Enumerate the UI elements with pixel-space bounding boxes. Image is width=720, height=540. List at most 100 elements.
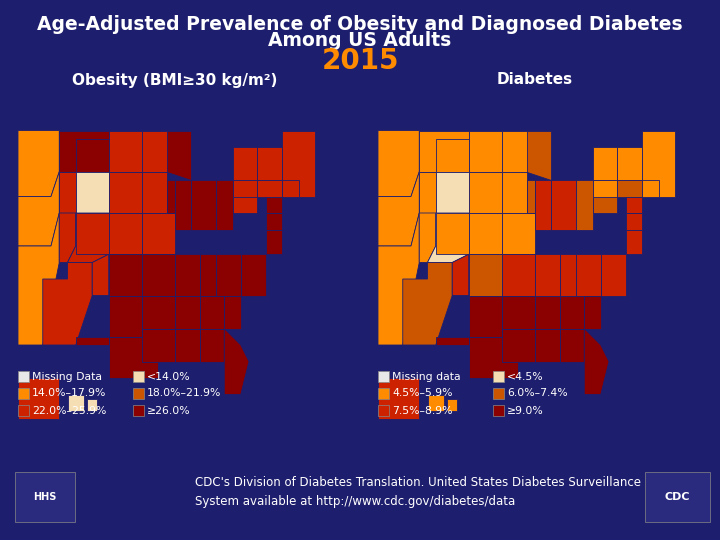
- Text: 6.0%–7.4%: 6.0%–7.4%: [507, 388, 567, 399]
- Polygon shape: [419, 131, 469, 172]
- Polygon shape: [175, 328, 199, 361]
- Polygon shape: [378, 172, 419, 246]
- Text: Missing data: Missing data: [392, 372, 461, 381]
- Text: 4.5%–5.9%: 4.5%–5.9%: [392, 388, 452, 399]
- Polygon shape: [59, 131, 109, 172]
- Polygon shape: [419, 172, 436, 213]
- Polygon shape: [502, 328, 535, 361]
- Polygon shape: [240, 254, 266, 295]
- Polygon shape: [469, 172, 502, 213]
- Polygon shape: [109, 131, 142, 172]
- Polygon shape: [199, 328, 224, 361]
- Polygon shape: [378, 131, 419, 197]
- Polygon shape: [378, 378, 419, 419]
- Polygon shape: [535, 180, 552, 230]
- Text: 2015: 2015: [321, 47, 399, 75]
- FancyBboxPatch shape: [378, 388, 389, 399]
- Text: ≥9.0%: ≥9.0%: [507, 406, 544, 415]
- Polygon shape: [233, 147, 257, 180]
- Polygon shape: [109, 254, 142, 295]
- FancyBboxPatch shape: [133, 388, 144, 399]
- Polygon shape: [626, 213, 642, 230]
- Polygon shape: [109, 295, 142, 337]
- Polygon shape: [402, 262, 452, 345]
- Text: <4.5%: <4.5%: [507, 372, 544, 381]
- Text: CDC's Division of Diabetes Translation. United States Diabetes Surveillance
Syst: CDC's Division of Diabetes Translation. …: [195, 476, 641, 508]
- FancyBboxPatch shape: [133, 405, 144, 416]
- Polygon shape: [502, 295, 535, 328]
- Polygon shape: [452, 254, 469, 295]
- Polygon shape: [216, 254, 240, 295]
- Polygon shape: [436, 172, 469, 213]
- Polygon shape: [502, 213, 535, 254]
- Polygon shape: [257, 180, 282, 197]
- FancyBboxPatch shape: [493, 388, 504, 399]
- Polygon shape: [142, 172, 166, 213]
- Polygon shape: [502, 131, 535, 172]
- Polygon shape: [68, 395, 84, 411]
- Polygon shape: [18, 213, 59, 345]
- Polygon shape: [428, 213, 469, 262]
- Polygon shape: [469, 337, 518, 378]
- Polygon shape: [447, 400, 457, 411]
- Polygon shape: [109, 172, 142, 213]
- Polygon shape: [76, 139, 109, 172]
- Polygon shape: [593, 147, 617, 180]
- Text: Among US Adults: Among US Adults: [269, 31, 451, 51]
- FancyBboxPatch shape: [18, 388, 29, 399]
- Polygon shape: [257, 147, 282, 180]
- Polygon shape: [175, 295, 199, 328]
- Polygon shape: [642, 180, 659, 197]
- Polygon shape: [59, 172, 76, 213]
- FancyBboxPatch shape: [18, 405, 29, 416]
- Polygon shape: [626, 230, 642, 254]
- Polygon shape: [216, 180, 233, 230]
- Polygon shape: [419, 213, 436, 262]
- Polygon shape: [18, 131, 59, 197]
- FancyBboxPatch shape: [378, 371, 389, 382]
- Polygon shape: [436, 337, 518, 353]
- Polygon shape: [436, 213, 469, 254]
- Text: 18.0%–21.9%: 18.0%–21.9%: [147, 388, 221, 399]
- Polygon shape: [559, 295, 584, 328]
- Polygon shape: [584, 328, 609, 395]
- Polygon shape: [92, 254, 109, 295]
- Polygon shape: [593, 164, 617, 213]
- Text: Age-Adjusted Prevalence of Obesity and Diagnosed Diabetes: Age-Adjusted Prevalence of Obesity and D…: [37, 15, 683, 33]
- Polygon shape: [576, 254, 600, 295]
- Text: Obesity (BMI≥30 kg/m²): Obesity (BMI≥30 kg/m²): [72, 72, 278, 87]
- Polygon shape: [18, 172, 59, 246]
- Text: HHS: HHS: [33, 492, 57, 502]
- Polygon shape: [502, 172, 526, 213]
- Polygon shape: [552, 180, 576, 230]
- Polygon shape: [502, 254, 535, 295]
- Polygon shape: [233, 164, 257, 213]
- Polygon shape: [76, 213, 109, 254]
- Polygon shape: [142, 295, 175, 328]
- FancyBboxPatch shape: [15, 472, 75, 522]
- Polygon shape: [142, 131, 175, 172]
- Polygon shape: [535, 295, 559, 328]
- Polygon shape: [166, 180, 175, 213]
- FancyBboxPatch shape: [133, 371, 144, 382]
- Text: CDC: CDC: [665, 492, 690, 502]
- Polygon shape: [593, 180, 617, 197]
- Text: Missing Data: Missing Data: [32, 372, 102, 381]
- Polygon shape: [600, 254, 626, 295]
- Text: <14.0%: <14.0%: [147, 372, 191, 381]
- Polygon shape: [175, 180, 192, 230]
- Polygon shape: [76, 337, 158, 353]
- Polygon shape: [469, 254, 502, 295]
- Polygon shape: [224, 295, 240, 328]
- Polygon shape: [109, 337, 158, 378]
- Text: 7.5%–8.9%: 7.5%–8.9%: [392, 406, 452, 415]
- Polygon shape: [378, 213, 419, 345]
- Polygon shape: [428, 395, 444, 411]
- Polygon shape: [626, 197, 642, 213]
- FancyBboxPatch shape: [18, 371, 29, 382]
- Polygon shape: [266, 213, 282, 230]
- Polygon shape: [76, 172, 109, 213]
- Polygon shape: [175, 180, 192, 213]
- Polygon shape: [584, 295, 600, 328]
- Polygon shape: [642, 131, 675, 197]
